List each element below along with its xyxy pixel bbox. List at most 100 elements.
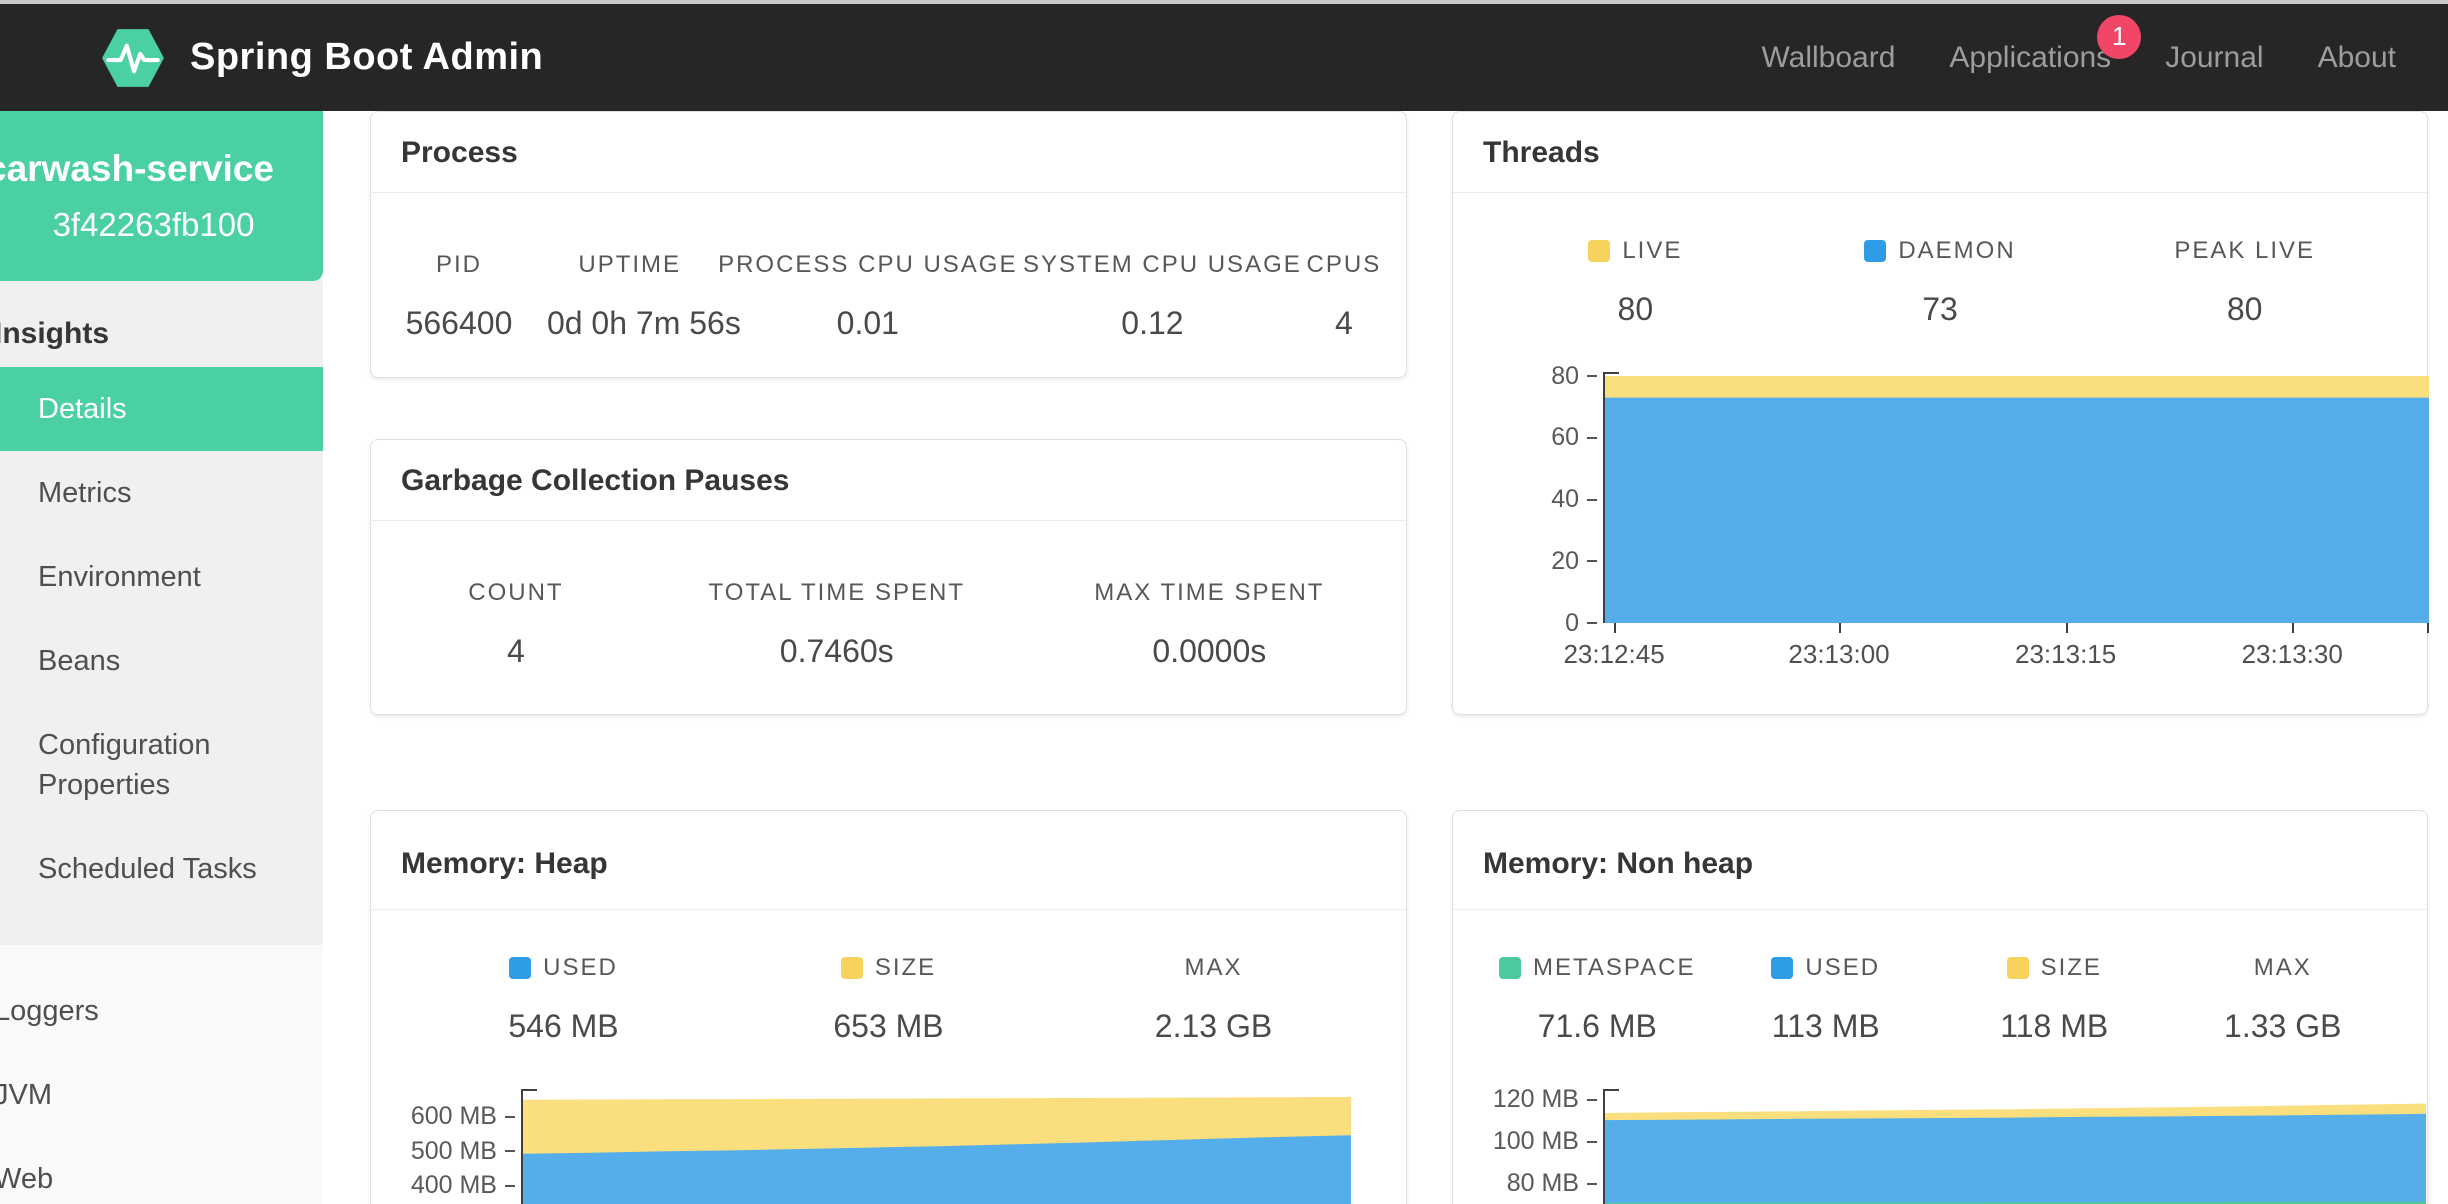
legend-item-live: LIVE 80 [1483, 237, 1788, 328]
nav-item-wallboard[interactable]: Wallboard [1761, 40, 1896, 74]
sidebar-section-insights[interactable]: Insights [0, 317, 110, 350]
legend-swatch-daemon [1864, 240, 1887, 262]
area-series-daemon [1605, 397, 2429, 623]
y-tick-mark [505, 1184, 515, 1187]
x-tick-label-23-13-30: 23:13:30 [2241, 639, 2343, 669]
legend-swatch-metaspace [1499, 957, 1522, 979]
sidebar-item-scheduled-tasks[interactable]: Scheduled Tasks [38, 853, 257, 885]
sidebar-item-details[interactable]: Details [0, 367, 323, 451]
x-tick [2065, 623, 2068, 633]
area-series-used [1605, 1113, 2426, 1204]
x-tick-label-23-13-15: 23:13:15 [2015, 639, 2117, 669]
card-header: Memory: Non heap [1453, 811, 2427, 910]
y-tick-label: 40 [1551, 485, 1579, 513]
sidebar-item-environment[interactable]: Environment [38, 561, 201, 593]
legend-item-used: USED 546 MB [401, 954, 726, 1045]
sidebar-item-beans[interactable]: Beans [38, 645, 121, 677]
card-header: Threads [1453, 112, 2427, 193]
stat-value-process-cpu-usage: 0.01 [836, 305, 899, 341]
area-series-used [523, 1135, 1351, 1204]
stat-label-pid: PID [435, 251, 482, 278]
y-tick-0: 0 [1449, 609, 1597, 637]
sidebar-item-loggers[interactable]: Loggers [0, 995, 99, 1027]
card-title-nonheap: Memory: Non heap [1483, 847, 1754, 880]
sidebar-item-metrics[interactable]: Metrics [38, 477, 132, 509]
y-tick-500-mb: 500 MB [409, 1136, 515, 1165]
y-tick-120-mb: 120 MB [1449, 1085, 1597, 1113]
sidebar: carwash-service 3f42263fb100 Insights De… [0, 111, 323, 1204]
brand[interactable]: Spring Boot Admin [100, 28, 543, 88]
legend-item-peak-live: PEAK LIVE 80 [2092, 237, 2397, 328]
y-tick-mark [1587, 560, 1597, 563]
spring-boot-admin-logo-icon [102, 28, 164, 87]
stat-value-max-time-spent: 0.0000s [1152, 633, 1267, 669]
y-tick-label: 100 MB [1492, 1127, 1579, 1156]
process-stats: PID 566400 UPTIME 0d 0h 7m 56s PROCESS CPU U… [371, 193, 1406, 342]
legend-value-size: 653 MB [833, 1008, 944, 1044]
threads-chart: 80 60 40 20 0 23:12:45 23:13:00 23:13:15 23:13:3… [1453, 362, 2429, 683]
legend-text-size: SIZE [874, 954, 937, 981]
card-title-process: Process [401, 136, 518, 169]
y-tick-label: 80 [1551, 361, 1579, 390]
y-axis: 80 60 40 20 0 [1453, 362, 1603, 683]
navbar: Spring Boot Admin Wallboard Applications 1… [0, 4, 2448, 111]
y-tick-100-mb: 100 MB [1449, 1127, 1597, 1156]
legend-swatch-used [509, 957, 532, 979]
y-tick-label: 500 MB [410, 1136, 497, 1165]
garbage-collection-card: Garbage Collection Pauses COUNT 4 TOTAL TI… [370, 439, 1407, 715]
card-title-gc: Garbage Collection Pauses [401, 464, 790, 497]
legend-label-max: MAX [2169, 954, 2398, 982]
card-title-heap: Memory: Heap [401, 847, 608, 880]
navbar-menu: Wallboard Applications 1 Journal About [1761, 14, 2396, 75]
y-tick-label: 600 MB [410, 1102, 497, 1131]
y-tick-400-mb: 400 MB [409, 1171, 515, 1200]
y-tick-mark [1587, 1098, 1597, 1101]
legend-text-daemon: DAEMON [1898, 237, 2016, 264]
legend-value-metaspace: 71.6 MB [1537, 1008, 1657, 1044]
y-tick-label: 400 MB [410, 1171, 497, 1200]
stat-label-max-time-spent: MAX TIME SPENT [1094, 579, 1325, 606]
nav-item-about[interactable]: About [2317, 40, 2396, 74]
nav-item-applications[interactable]: Applications 1 [1949, 14, 2142, 75]
legend-text-max: MAX [1184, 954, 1243, 981]
legend-text-live: LIVE [1622, 237, 1683, 264]
stat-max-time-spent: MAX TIME SPENT 0.0000s [1013, 579, 1406, 670]
stat-label-uptime: UPTIME [578, 251, 682, 278]
legend-text-peak-live: PEAK LIVE [2174, 237, 2316, 264]
legend-value-daemon: 73 [1922, 291, 1958, 327]
legend-label-size: SIZE [726, 954, 1051, 982]
card-title-threads: Threads [1483, 136, 1600, 169]
legend-swatch-live [1588, 240, 1611, 262]
y-tick-600-mb: 600 MB [409, 1102, 515, 1131]
legend-swatch-size [840, 957, 863, 979]
application-header[interactable]: carwash-service 3f42263fb100 [0, 111, 323, 281]
legend-value-peak-live: 80 [2226, 291, 2263, 327]
card-header: Memory: Heap [371, 811, 1406, 910]
y-tick-80-mb: 80 MB [1449, 1169, 1597, 1197]
stat-system-cpu-usage: SYSTEM CPU USAGE 0.12 [1023, 251, 1300, 342]
y-tick-mark [505, 1150, 515, 1153]
legend-item-daemon: DAEMON 73 [1788, 237, 2093, 328]
nav-item-journal[interactable]: Journal [2165, 40, 2264, 74]
legend-item-used: USED 113 MB [1712, 954, 1941, 1045]
x-tick [2292, 623, 2295, 633]
x-tick-end [2427, 623, 2429, 633]
y-tick-20: 20 [1449, 547, 1597, 575]
legend-text-used: USED [1805, 954, 1881, 981]
sidebar-item-web[interactable]: Web [0, 1163, 54, 1195]
threads-legend: LIVE 80 DAEMON 73 PEAK LIVE 80 [1453, 237, 2427, 328]
stat-pid: PID 566400 [371, 251, 547, 342]
legend-item-max: MAX 1.33 GB [2169, 954, 2398, 1045]
plot-area: 23:12:45 23:13:00 23:13:15 23:13:30 [1563, 372, 2429, 669]
threads-card: Threads LIVE 80 DAEMON 73 PEAK LIVE 80 80 60 40… [1452, 111, 2429, 715]
sidebar-item-configuration-properties[interactable]: Configuration Properties [38, 729, 211, 801]
brand-title: Spring Boot Admin [190, 36, 544, 78]
stat-value-pid: 566400 [405, 305, 513, 341]
sidebar-item-jvm[interactable]: JVM [0, 1079, 52, 1111]
application-name: carwash-service [0, 148, 274, 189]
plot-area [1603, 1089, 2426, 1204]
legend-item-max: MAX 2.13 GB [1051, 954, 1376, 1045]
